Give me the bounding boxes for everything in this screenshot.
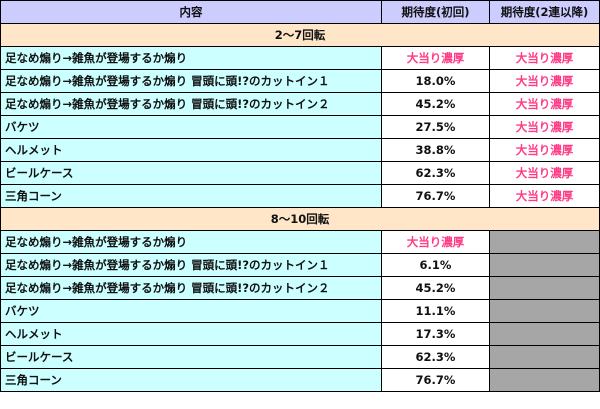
row-label: 足なめ煽り→雑魚が登場するか煽り 冒頭に頭!?のカットイン２ — [0, 276, 382, 300]
not-applicable-cell — [489, 345, 600, 369]
first-expectation-cell: 18.0% — [381, 69, 490, 93]
row-label: 三角コーン — [0, 184, 382, 208]
table-row: 三角コーン 76.7% — [0, 368, 600, 392]
header-repeat-expectation: 期待度(2連以降) — [489, 0, 600, 24]
row-label: ヘルメット — [0, 138, 382, 162]
repeat-expectation-cell: 大当り濃厚 — [489, 184, 600, 208]
repeat-expectation-cell: 大当り濃厚 — [489, 138, 600, 162]
first-expectation-cell: 11.1% — [381, 299, 490, 323]
first-expectation-cell: 大当り濃厚 — [381, 230, 490, 254]
first-expectation-cell: 76.7% — [381, 368, 490, 392]
not-applicable-cell — [489, 368, 600, 392]
row-label: ビールケース — [0, 345, 382, 369]
section-title: 2〜7回転 — [0, 23, 600, 47]
not-applicable-cell — [489, 230, 600, 254]
row-label: 足なめ煽り→雑魚が登場するか煽り 冒頭に頭!?のカットイン２ — [0, 92, 382, 116]
first-expectation-cell: 6.1% — [381, 253, 490, 277]
section-header-row: 2〜7回転 — [0, 23, 600, 47]
repeat-expectation-cell: 大当り濃厚 — [489, 115, 600, 139]
table-row: ヘルメット 17.3% — [0, 322, 600, 346]
table-row: 三角コーン 76.7% 大当り濃厚 — [0, 184, 600, 208]
not-applicable-cell — [489, 276, 600, 300]
row-label: 足なめ煽り→雑魚が登場するか煽り — [0, 230, 382, 254]
table-row: 足なめ煽り→雑魚が登場するか煽り 冒頭に頭!?のカットイン２ 45.2% 大当り濃厚 — [0, 92, 600, 116]
table-row: 足なめ煽り→雑魚が登場するか煽り 冒頭に頭!?のカットイン２ 45.2% — [0, 276, 600, 300]
first-expectation-cell: 62.3% — [381, 161, 490, 185]
repeat-expectation-cell: 大当り濃厚 — [489, 161, 600, 185]
table-row: バケツ 27.5% 大当り濃厚 — [0, 115, 600, 139]
header-first-expectation: 期待度(初回) — [381, 0, 490, 24]
row-label: 三角コーン — [0, 368, 382, 392]
row-label: バケツ — [0, 299, 382, 323]
repeat-expectation-cell: 大当り濃厚 — [489, 46, 600, 70]
first-expectation-cell: 45.2% — [381, 276, 490, 300]
section-header-row: 8〜10回転 — [0, 207, 600, 231]
repeat-expectation-cell: 大当り濃厚 — [489, 92, 600, 116]
row-label: 足なめ煽り→雑魚が登場するか煽り 冒頭に頭!?のカットイン１ — [0, 69, 382, 93]
row-label: ヘルメット — [0, 322, 382, 346]
row-label: ビールケース — [0, 161, 382, 185]
row-label: バケツ — [0, 115, 382, 139]
first-expectation-cell: 大当り濃厚 — [381, 46, 490, 70]
first-expectation-cell: 27.5% — [381, 115, 490, 139]
table-row: 足なめ煽り→雑魚が登場するか煽り 大当り濃厚 大当り濃厚 — [0, 46, 600, 70]
section-title: 8〜10回転 — [0, 207, 600, 231]
expectation-table: 内容 期待度(初回) 期待度(2連以降) 2〜7回転 足なめ煽り→雑魚が登場するか… — [0, 0, 600, 392]
table-body: 2〜7回転 足なめ煽り→雑魚が登場するか煽り 大当り濃厚 大当り濃厚 足なめ煽り→雑魚が… — [0, 23, 600, 392]
not-applicable-cell — [489, 322, 600, 346]
first-expectation-cell: 62.3% — [381, 345, 490, 369]
not-applicable-cell — [489, 253, 600, 277]
table-row: 足なめ煽り→雑魚が登場するか煽り 冒頭に頭!?のカットイン１ 18.0% 大当り濃厚 — [0, 69, 600, 93]
row-label: 足なめ煽り→雑魚が登場するか煽り — [0, 46, 382, 70]
first-expectation-cell: 38.8% — [381, 138, 490, 162]
table-row: ビールケース 62.3% 大当り濃厚 — [0, 161, 600, 185]
table-row: バケツ 11.1% — [0, 299, 600, 323]
table-row: 足なめ煽り→雑魚が登場するか煽り 大当り濃厚 — [0, 230, 600, 254]
not-applicable-cell — [489, 299, 600, 323]
row-label: 足なめ煽り→雑魚が登場するか煽り 冒頭に頭!?のカットイン１ — [0, 253, 382, 277]
first-expectation-cell: 76.7% — [381, 184, 490, 208]
table-row: ビールケース 62.3% — [0, 345, 600, 369]
first-expectation-cell: 45.2% — [381, 92, 490, 116]
table-row: 足なめ煽り→雑魚が登場するか煽り 冒頭に頭!?のカットイン１ 6.1% — [0, 253, 600, 277]
table-row: ヘルメット 38.8% 大当り濃厚 — [0, 138, 600, 162]
header-content: 内容 — [0, 0, 382, 24]
header-row: 内容 期待度(初回) 期待度(2連以降) — [0, 0, 600, 24]
repeat-expectation-cell: 大当り濃厚 — [489, 69, 600, 93]
first-expectation-cell: 17.3% — [381, 322, 490, 346]
